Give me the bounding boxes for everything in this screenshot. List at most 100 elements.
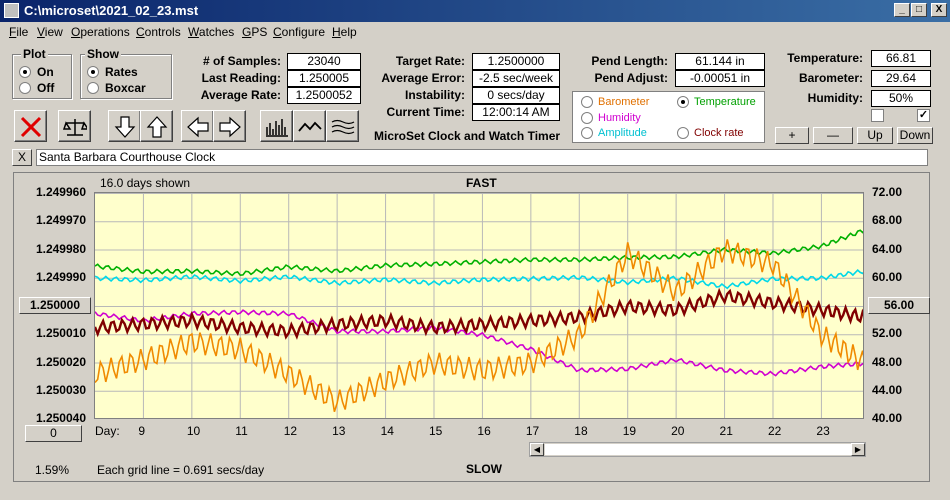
sensor-humidity-label: Humidity [598,112,641,124]
radio-off-indicator [19,82,31,94]
sensor-temperature-option[interactable]: Temperature [677,96,756,108]
x-tick-label: 22 [767,424,782,438]
stop-button[interactable] [14,110,47,142]
clear-name-button[interactable]: X [12,149,32,166]
show-group-title: Show [85,47,121,61]
sensor-temperature-label: Temperature [694,96,756,108]
pend-adjust-value: -0.00051 in [675,70,765,87]
plot-on-option[interactable]: On [19,65,54,79]
line-wave-icon [298,121,322,132]
target-rate-label: Target Rate: [395,54,465,68]
horizontal-scrollbar[interactable]: ◀ ▶ [529,442,866,457]
instability-label: Instability: [404,88,465,102]
right-tick-label: 72.00 [872,185,903,199]
left-checkbox[interactable] [871,109,884,122]
red-x-icon [20,116,42,138]
arrow-right-button[interactable] [213,110,246,142]
sensor-amplitude-option[interactable]: Amplitude [581,127,647,139]
clock-name-field[interactable]: Santa Barbara Courthouse Clock [36,149,928,166]
sensor-humidity-option[interactable]: Humidity [581,112,641,124]
minus-button[interactable]: — [813,127,853,144]
right-tick-label: 40.00 [872,411,903,425]
menu-watches[interactable]: Watches [188,25,235,39]
temperature-label: Temperature: [787,51,863,65]
plot-off-option[interactable]: Off [19,81,54,95]
window-title: C:\microset\2021_02_23.mst [24,3,199,18]
x-tick-label: 20 [671,424,685,438]
last-reading-value: 1.250005 [287,70,361,87]
current-time-value: 12:00:14 AM [472,104,560,121]
menu-view[interactable]: View [37,25,63,39]
menu-file[interactable]: File [9,25,29,39]
maximize-button[interactable]: □ [911,3,927,17]
balance-scale-icon [63,119,87,136]
x-tick-label: 12 [283,424,298,438]
x-tick-label: 23 [816,424,830,438]
grid-note: Each grid line = 0.691 secs/day [97,463,265,477]
arrow-left-icon [187,116,209,138]
smooth-plot-button[interactable] [326,110,359,142]
show-group: Show Rates Boxcar [80,47,172,99]
sensor-clockrate-option[interactable]: Clock rate [677,127,744,139]
menu-gps[interactable]: GPS [242,25,268,39]
scroll-left-arrow[interactable]: ◀ [530,443,544,456]
left-tick-label: 1.249970 [35,213,86,228]
days-shown-label: 16.0 days shown [100,176,191,190]
sensor-amplitude-label: Amplitude [598,127,647,139]
left-tick-label: 1.250020 [35,354,86,369]
x-tick-label: 18 [574,424,588,438]
plot-group-title: Plot [21,47,48,61]
sensor-barometer-option[interactable]: Barometer [581,96,649,108]
menu-bar: File View Operations Controls Watches GP… [0,22,950,42]
series-line [95,239,863,413]
day-axis-label: Day: [95,424,120,438]
samples-label: # of Samples: [202,54,281,68]
menu-help[interactable]: Help [332,25,357,39]
scroll-thumb[interactable] [544,443,853,456]
humidity-label: Humidity: [807,91,863,105]
plot-area[interactable] [94,192,864,419]
chart-frame [13,172,930,482]
left-center-button[interactable]: 1.250000 [19,297,91,314]
menu-configure[interactable]: Configure [273,25,326,39]
sensor-select-panel: Barometer Temperature Humidity Amplitude… [572,91,765,143]
radio-temperature-indicator [677,96,689,108]
percent-readout: 1.59% [35,463,70,477]
up-button[interactable]: Up [857,127,893,144]
fast-label: FAST [466,176,497,190]
right-center-button[interactable]: 56.00 [868,297,930,314]
down-button[interactable]: Down [897,127,933,144]
arrow-left-button[interactable] [181,110,214,142]
arrow-up-button[interactable] [140,110,173,142]
offset-button[interactable]: 0 [25,425,82,442]
line-plot-button[interactable] [293,110,326,142]
arrow-down-button[interactable] [108,110,141,142]
histogram-button[interactable] [260,110,293,142]
menu-operations[interactable]: Operations [71,25,130,39]
radio-on-indicator [19,66,31,78]
show-rates-option[interactable]: Rates [87,65,138,79]
series-line [95,229,863,277]
app-caption: MicroSet Clock and Watch Timer [374,129,561,143]
balance-button[interactable] [58,110,91,142]
x-tick-label: 9 [138,424,146,438]
menu-controls[interactable]: Controls [136,25,181,39]
right-checkbox[interactable]: ✓ [917,109,930,122]
x-tick-label: 13 [332,424,346,438]
minimize-button[interactable]: _ [894,3,910,17]
wavy-lines-icon [331,119,355,135]
series-line [95,309,863,377]
arrow-up-icon [146,116,168,138]
close-window-button[interactable]: X [931,3,947,17]
show-rates-label: Rates [105,65,138,79]
scroll-right-arrow[interactable]: ▶ [851,443,865,456]
last-reading-label: Last Reading: [201,71,281,85]
show-boxcar-option[interactable]: Boxcar [87,81,146,95]
left-tick-label: 1.249980 [35,241,86,256]
plus-button[interactable]: + [775,127,809,144]
right-tick-label: 52.00 [872,326,903,341]
pend-adjust-label: Pend Adjust: [594,71,668,85]
average-error-label: Average Error: [381,71,465,85]
x-tick-label: 11 [235,424,248,438]
left-tick-label: 1.249960 [35,185,86,199]
